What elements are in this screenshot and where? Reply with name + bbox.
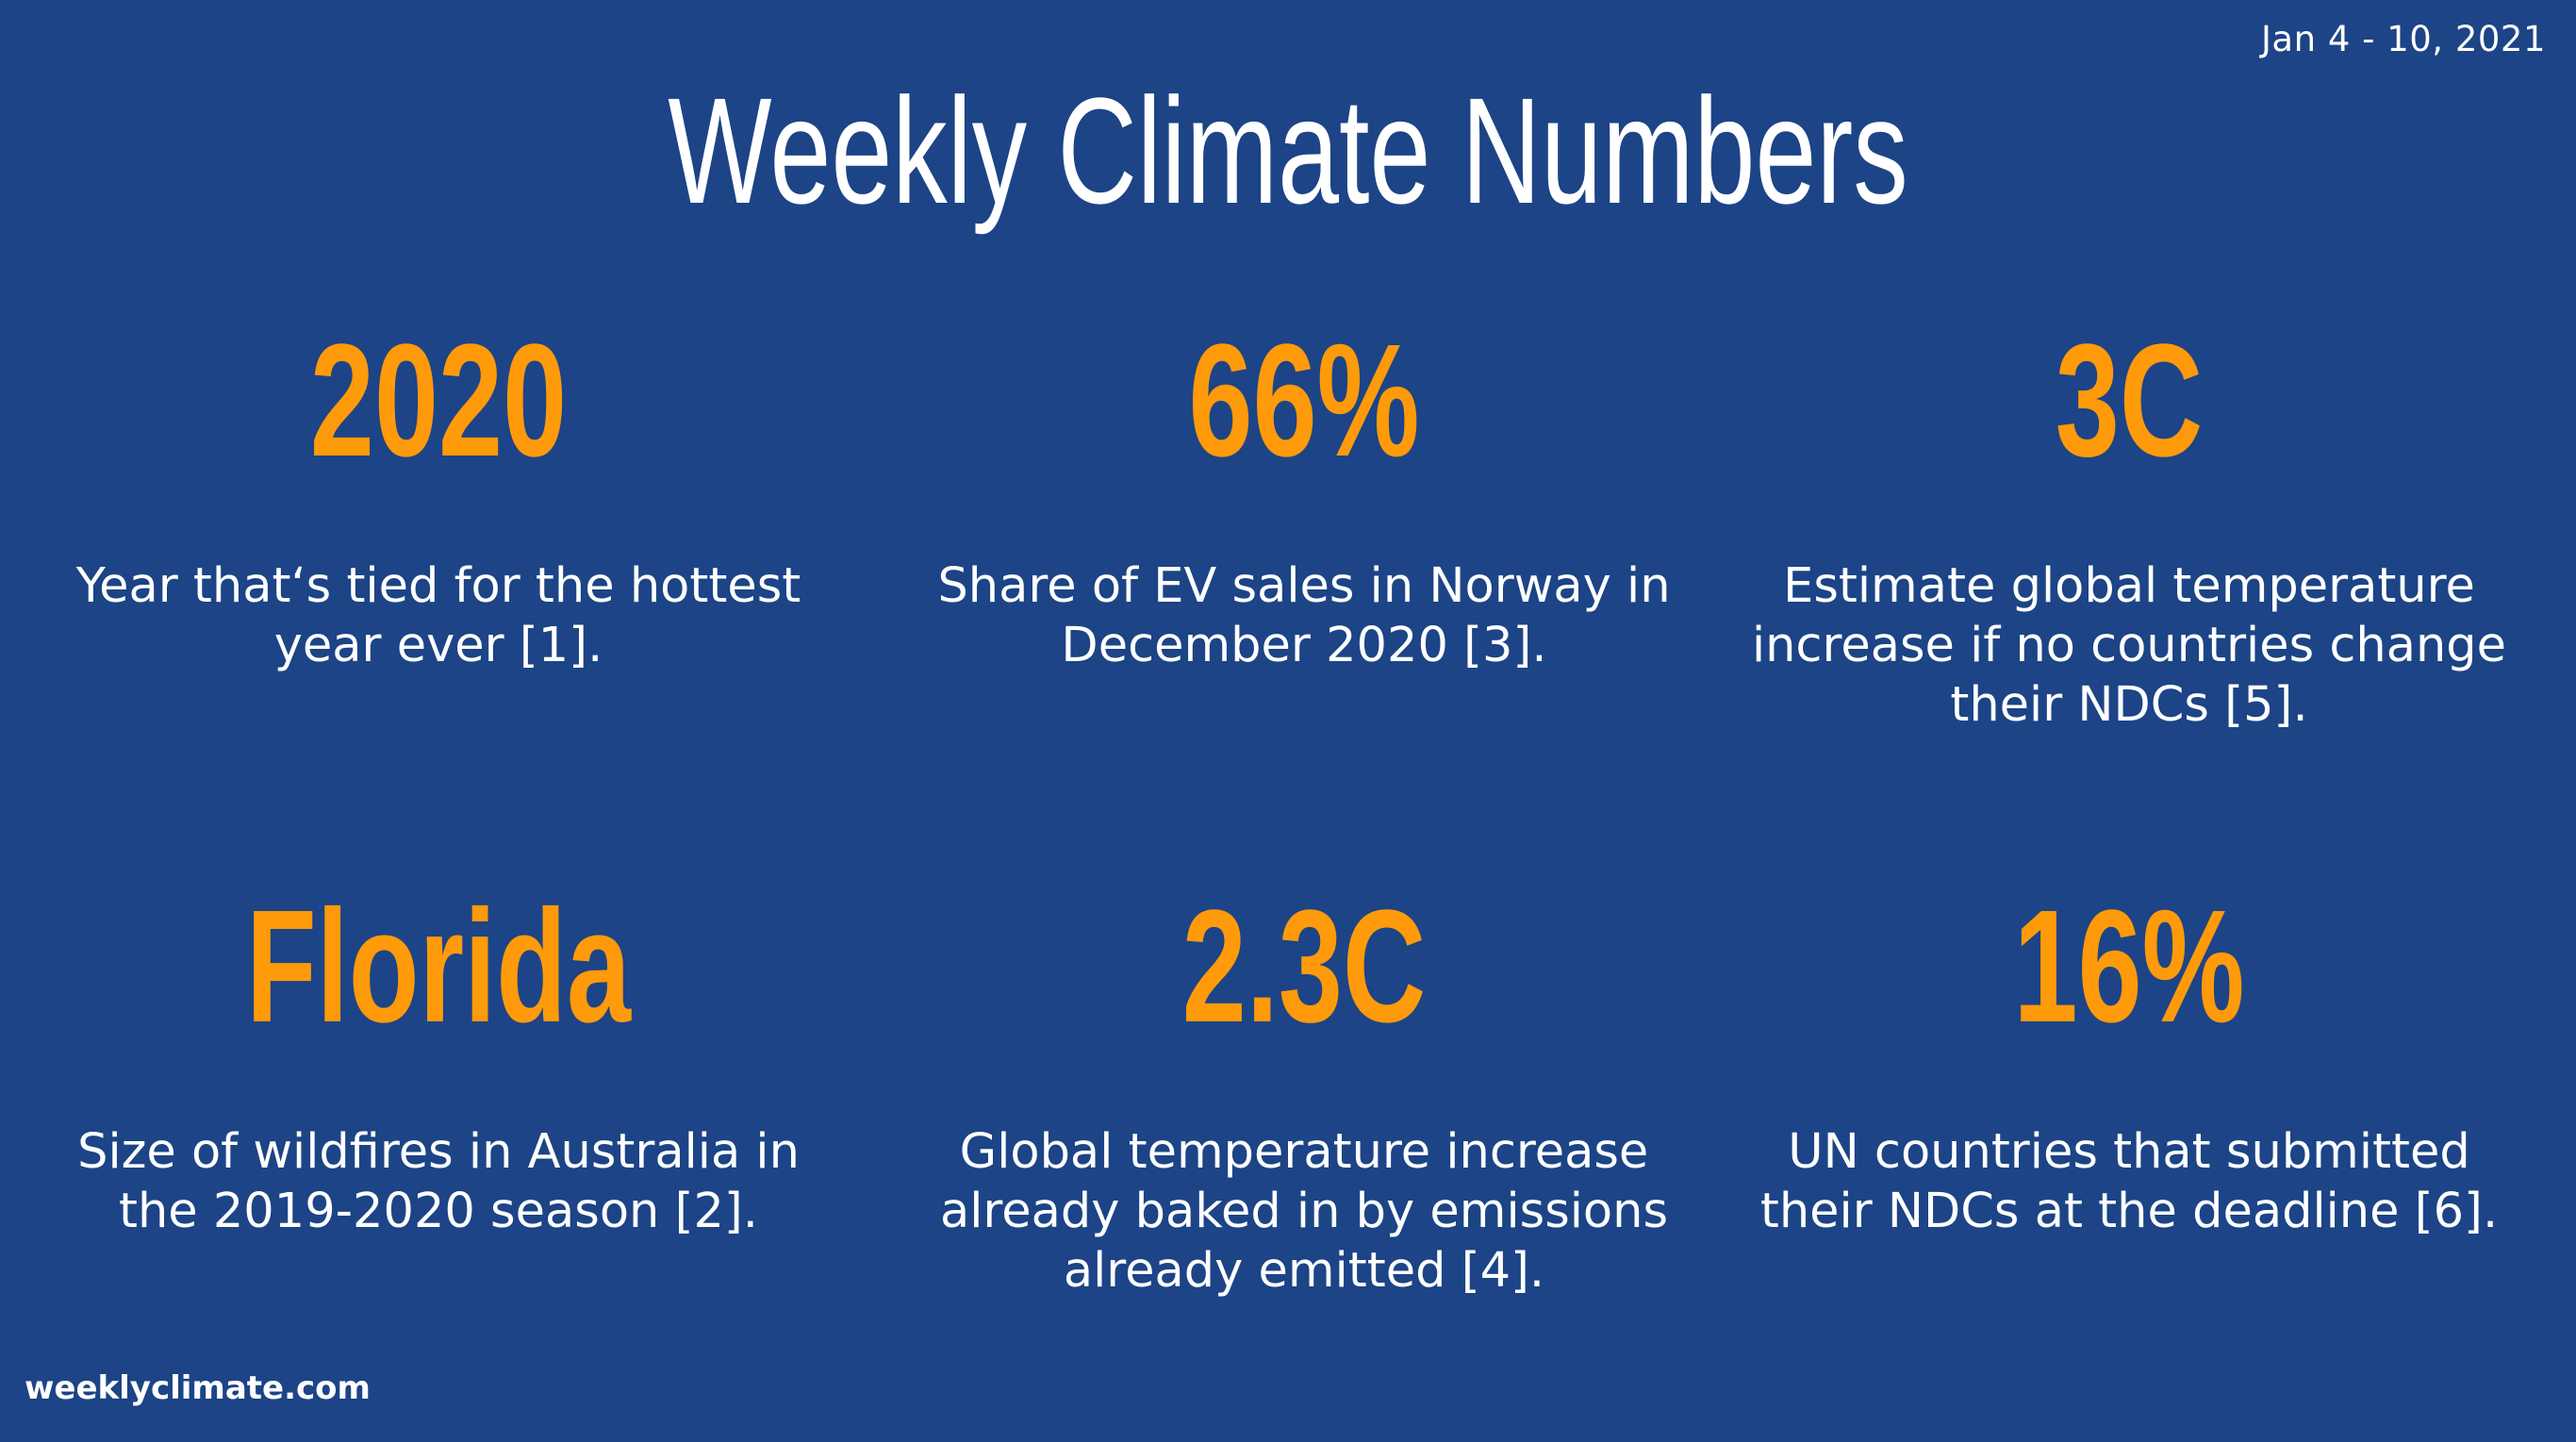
date-range: Jan 4 - 10, 2021 [2261,19,2546,59]
stat-description: Size of wildfires in Australia in the 20… [77,1124,800,1239]
stat-value: 3C [2055,311,2204,490]
stat-card-norway-ev-share: 66% Share of EV sales in Norway in Decem… [908,321,1700,675]
stat-card-un-ndc-submissions: 16% UN countries that submitted their ND… [1733,887,2525,1241]
stat-description: Share of EV sales in Norway in December … [937,558,1671,673]
stat-description: Estimate global temperature increase if … [1751,558,2507,733]
stat-card-hottest-year: 2020 Year that‘s tied for the hottest ye… [42,321,834,675]
stat-value: 2020 [309,311,568,490]
stat-description: Global temperature increase already bake… [939,1124,1669,1299]
stat-card-australia-wildfires: Florida Size of wildfires in Australia i… [42,887,834,1241]
stat-description: UN countries that submitted their NDCs a… [1759,1124,2499,1239]
stat-value: 2.3C [1181,877,1427,1056]
stat-description: Year that‘s tied for the hottest year ev… [75,558,801,673]
footer-site-link[interactable]: weeklyclimate.com [25,1369,371,1407]
page-title: Weekly Climate Numbers [668,66,1908,235]
stat-value: 16% [2013,877,2245,1056]
stat-value: Florida [245,877,632,1056]
stat-value: 66% [1188,311,1420,490]
stat-card-baked-in-warming: 2.3C Global temperature increase already… [908,887,1700,1301]
stat-card-ndc-temperature: 3C Estimate global temperature increase … [1733,321,2525,735]
